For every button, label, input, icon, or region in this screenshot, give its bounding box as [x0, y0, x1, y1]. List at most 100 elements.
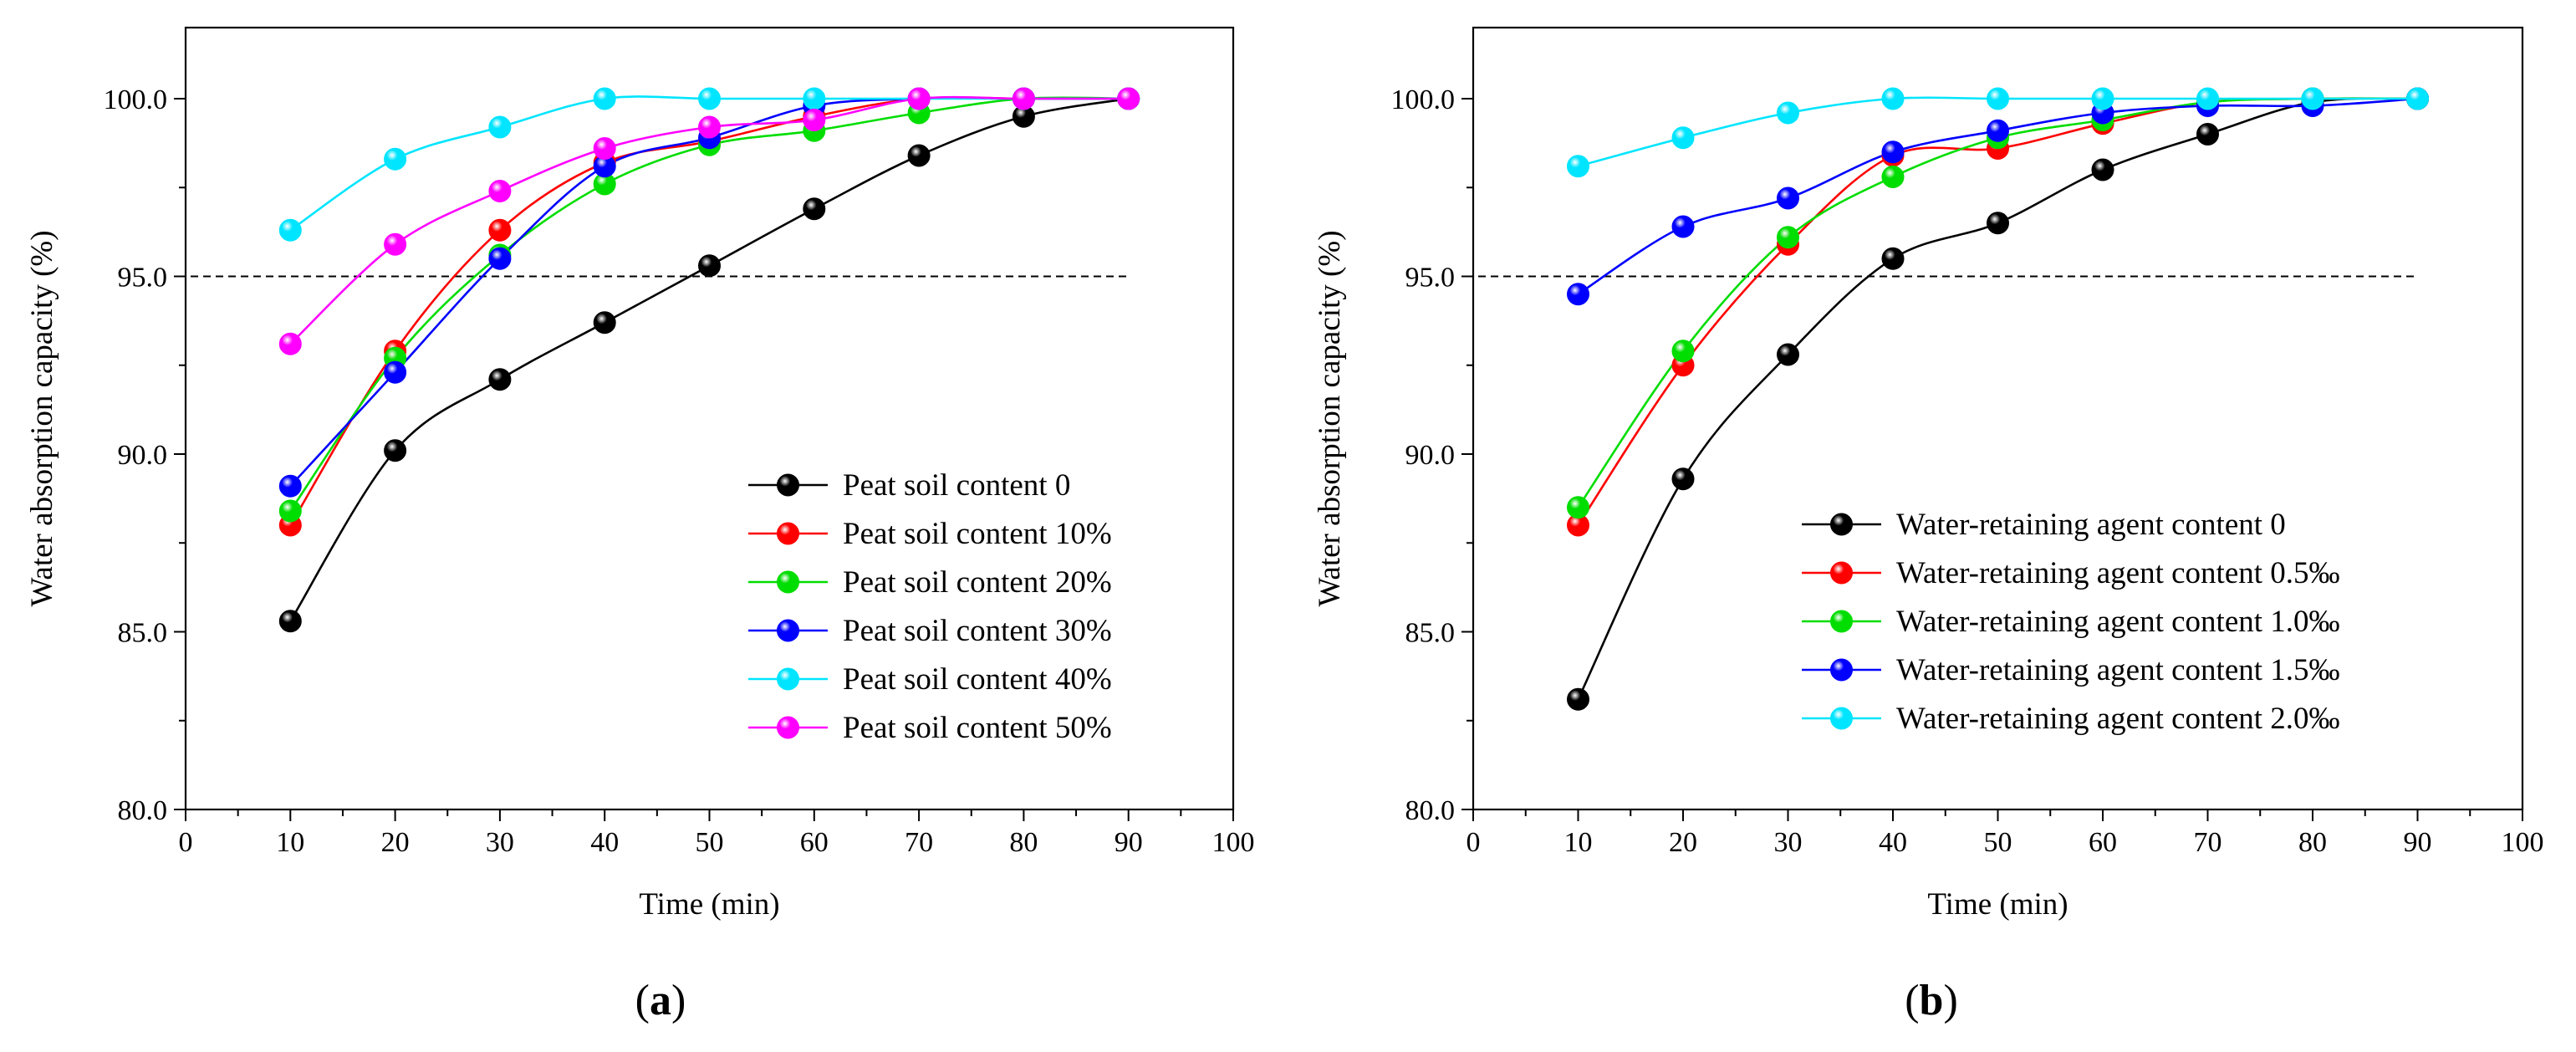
y-axis-title: Water absorption capacity (%) — [1313, 230, 1347, 606]
data-point-s3-x10 — [278, 474, 302, 498]
data-point-s0-x20 — [384, 439, 407, 462]
legend-marker-1 — [777, 522, 799, 545]
x-tick-label: 80 — [1009, 827, 1038, 858]
panel-label: (b) — [1905, 977, 1958, 1024]
data-point-s2-x30 — [1777, 226, 1799, 249]
data-point-s3-x20 — [384, 360, 407, 384]
y-tick-label: 100.0 — [104, 84, 168, 115]
data-point-s4-x30 — [1777, 101, 1799, 125]
data-point-s0-x50 — [1987, 212, 2009, 235]
legend-label-2: Peat soil content 20% — [843, 565, 1112, 600]
data-point-s4-x60 — [2091, 87, 2114, 110]
x-tick-label: 20 — [1669, 827, 1697, 858]
chart-panel-b: 0 10 20 30 40 50 60 70 80 90 100 80.0 85.0 90.0 95.0 10… — [1313, 26, 2544, 1024]
data-point-s5-x20 — [384, 232, 407, 256]
x-tick-label: 80 — [2298, 827, 2327, 858]
data-point-s5-x50 — [698, 115, 721, 139]
x-tick-label: 30 — [1774, 827, 1803, 858]
data-point-s4-x20 — [1671, 126, 1695, 150]
y-tick-label: 85.0 — [1405, 618, 1456, 649]
data-point-s2-x10 — [278, 499, 302, 523]
data-point-s3-x30 — [1777, 186, 1799, 210]
x-tick-label: 0 — [179, 827, 193, 858]
data-point-s2-x40 — [1881, 166, 1905, 188]
data-point-s4-x70 — [2196, 87, 2219, 110]
legend-marker-4 — [777, 667, 799, 691]
legend-label-5: Peat soil content 50% — [843, 711, 1112, 745]
y-tick-label: 95.0 — [1405, 263, 1456, 294]
data-point-s5-x90 — [1117, 87, 1140, 110]
data-point-s0-x70 — [2196, 123, 2219, 146]
data-point-s4-x60 — [803, 87, 826, 110]
legend-label-2: Water-retaining agent content 1.0‰ — [1896, 605, 2340, 639]
legend-marker-4 — [1830, 707, 1853, 730]
legend-label-4: Peat soil content 40% — [843, 662, 1112, 697]
y-tick-label: 85.0 — [118, 618, 168, 649]
data-point-s5-x10 — [278, 332, 302, 355]
x-tick-label: 60 — [800, 827, 829, 858]
legend-marker-2 — [1830, 610, 1853, 633]
y-tick-label: 80.0 — [118, 795, 168, 826]
data-point-s5-x80 — [1012, 87, 1035, 110]
y-tick-label: 100.0 — [1391, 84, 1456, 115]
x-tick-label: 40 — [1879, 827, 1907, 858]
legend-label-3: Water-retaining agent content 1.5‰ — [1896, 653, 2340, 687]
series-line-2 — [289, 96, 1129, 512]
legend-marker-2 — [777, 570, 799, 594]
y-axis-title: Water absorption capacity (%) — [25, 230, 59, 606]
legend-marker-3 — [777, 619, 799, 642]
y-tick-label: 90.0 — [1405, 440, 1456, 471]
x-tick-label: 60 — [2089, 827, 2117, 858]
data-point-s3-x50 — [1987, 119, 2009, 142]
legend-label-3: Peat soil content 30% — [843, 614, 1112, 648]
panel-label: (a) — [635, 977, 686, 1024]
chart-panel-a: 0 10 20 30 40 50 60 70 80 90 100 80.0 85.0 90.0 95.0 10… — [25, 26, 1255, 1024]
data-point-s5-x40 — [593, 137, 616, 160]
x-tick-label: 70 — [2194, 827, 2222, 858]
y-tick-label: 90.0 — [118, 440, 168, 471]
data-point-s4-x10 — [278, 218, 302, 242]
x-axis-title: Time (min) — [639, 887, 779, 922]
x-tick-label: 100 — [2502, 827, 2544, 858]
x-axis-title: Time (min) — [1927, 887, 2068, 922]
x-tick-label: 0 — [1467, 827, 1481, 858]
x-tick-label: 50 — [1984, 827, 2012, 858]
data-point-s4-x10 — [1567, 155, 1589, 178]
data-point-s3-x40 — [1881, 140, 1905, 164]
data-point-s0-x60 — [2091, 158, 2114, 181]
data-point-s0-x30 — [488, 368, 512, 391]
series-line-3 — [289, 97, 1129, 488]
data-point-s4-x90 — [2406, 87, 2429, 110]
data-point-s5-x60 — [803, 109, 826, 131]
legend-marker-0 — [1830, 513, 1853, 536]
legend-marker-0 — [777, 473, 799, 497]
legend-label-0: Water-retaining agent content 0 — [1896, 508, 2286, 542]
data-point-s4-x50 — [698, 87, 721, 110]
data-point-s0-x10 — [1567, 687, 1589, 711]
data-point-s2-x20 — [1671, 340, 1695, 363]
x-tick-label: 100 — [1212, 827, 1255, 858]
data-point-s4-x80 — [2301, 87, 2324, 110]
data-point-s4-x20 — [384, 147, 407, 171]
data-point-s0-x10 — [278, 610, 302, 633]
data-point-s3-x20 — [1671, 215, 1695, 238]
data-point-s0-x70 — [907, 144, 931, 167]
data-point-s4-x40 — [1881, 87, 1905, 110]
data-point-s0-x20 — [1671, 467, 1695, 491]
data-point-s5-x70 — [907, 87, 931, 110]
data-point-s0-x40 — [1881, 247, 1905, 270]
data-point-s2-x10 — [1567, 496, 1589, 519]
data-point-s1-x30 — [488, 218, 512, 242]
data-point-s4-x40 — [593, 87, 616, 110]
x-tick-label: 70 — [905, 827, 933, 858]
legend-label-0: Peat soil content 0 — [843, 468, 1070, 503]
legend-label-1: Peat soil content 10% — [843, 517, 1112, 551]
data-point-s3-x10 — [1567, 283, 1589, 306]
data-point-s0-x30 — [1777, 343, 1799, 366]
x-tick-label: 20 — [381, 827, 410, 858]
legend-label-1: Water-retaining agent content 0.5‰ — [1896, 556, 2340, 590]
series-line-1 — [1577, 97, 2418, 526]
data-point-s3-x30 — [488, 247, 512, 270]
